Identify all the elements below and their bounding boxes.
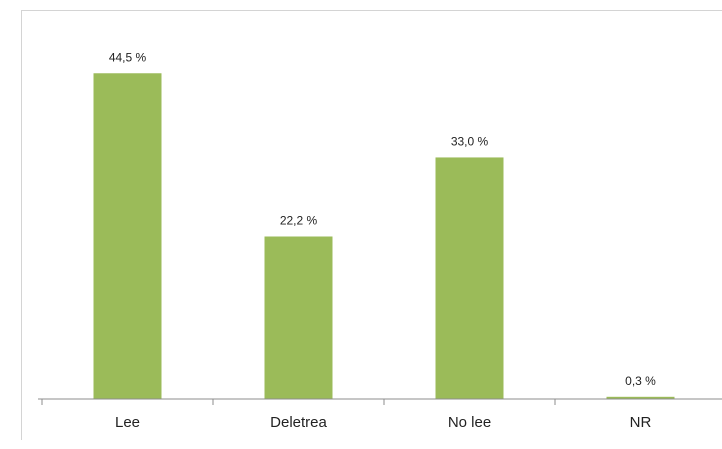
value-label: 0,3 %: [625, 374, 656, 388]
category-label: No lee: [448, 414, 491, 431]
x-axis-ticks: [42, 399, 555, 405]
bar-deletrea: [265, 236, 333, 399]
value-label: 22,2 %: [280, 213, 318, 227]
bars-group: [94, 73, 675, 399]
category-label: Deletrea: [270, 414, 327, 431]
value-label: 44,5 %: [109, 50, 147, 64]
value-label: 33,0 %: [451, 134, 489, 148]
category-labels-group: Lee Deletrea No lee NR: [115, 414, 652, 431]
category-label: NR: [630, 414, 652, 431]
bar-no-lee: [436, 157, 504, 399]
value-labels-group: 44,5 % 22,2 % 33,0 % 0,3 %: [109, 50, 656, 388]
category-label: Lee: [115, 414, 140, 431]
bar-lee: [94, 73, 162, 399]
